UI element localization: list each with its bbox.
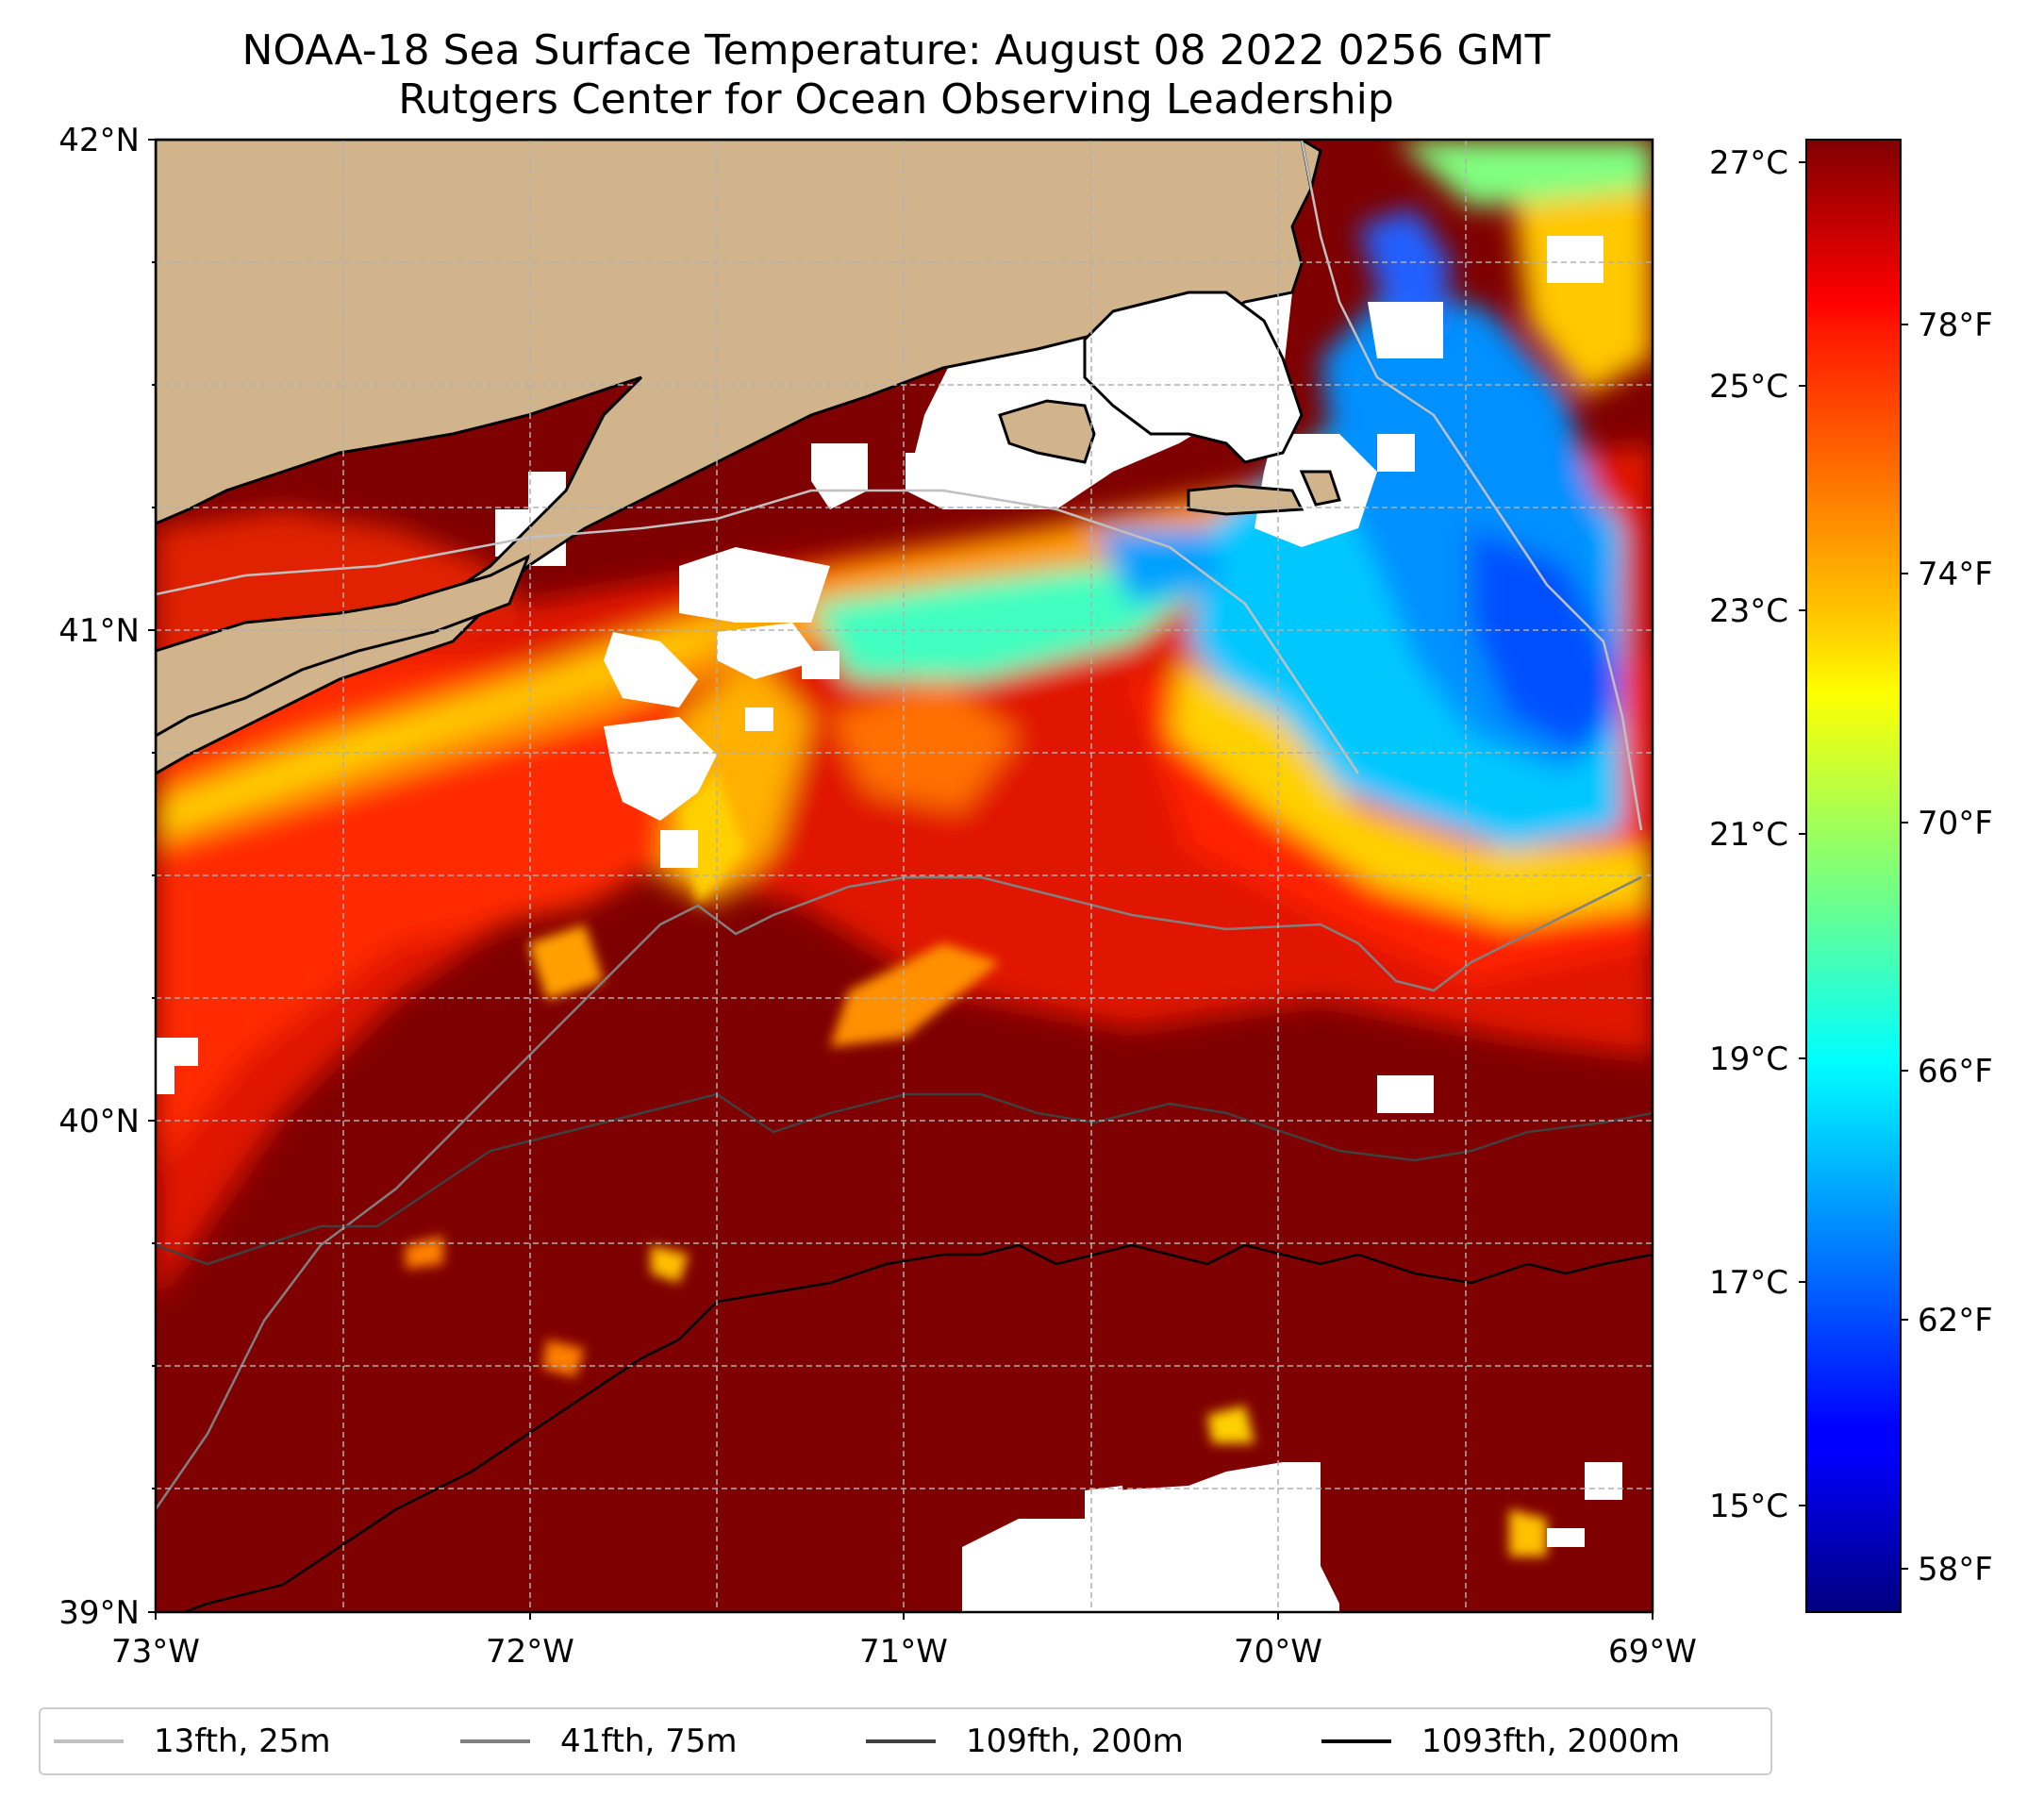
- colorbar-f-74: 74°F: [1918, 556, 1993, 593]
- lon-tick-69: 69°W: [1608, 1633, 1697, 1671]
- legend-item-25m: 13fth, 25m: [54, 1709, 331, 1773]
- colorbar-f-66: 66°F: [1918, 1053, 1993, 1090]
- colorbar-celsius-ticks: [1799, 161, 1806, 1506]
- legend-label: 109fth, 200m: [966, 1722, 1184, 1760]
- legend-item-75m: 41fth, 75m: [460, 1709, 738, 1773]
- lat-tick-marks: [148, 139, 156, 1613]
- legend-swatch: [54, 1739, 124, 1743]
- sst-filaments: [406, 774, 1547, 1556]
- lon-tick-70: 70°W: [1234, 1633, 1322, 1671]
- colorbar-c-23: 23°C: [1709, 592, 1788, 630]
- sst-map: [156, 140, 1653, 1612]
- lon-tick-marks: [155, 1612, 1653, 1620]
- lon-tick-71: 71°W: [859, 1633, 948, 1671]
- lon-tick-73: 73°W: [111, 1633, 200, 1671]
- colorbar-c-15: 15°C: [1709, 1488, 1788, 1525]
- colorbar-f-78: 78°F: [1918, 307, 1993, 344]
- colorbar-c-25: 25°C: [1709, 368, 1788, 406]
- lon-tick-72: 72°W: [486, 1633, 574, 1671]
- bathymetry-contours: [156, 140, 1653, 1612]
- long-island: [156, 553, 531, 738]
- colorbar-c-21: 21°C: [1709, 816, 1788, 854]
- colorbar-fahrenheit-ticks: [1901, 324, 1908, 1570]
- lat-tick-42: 42°N: [58, 122, 140, 159]
- colorbar-c-17: 17°C: [1709, 1264, 1788, 1302]
- lat-tick-40: 40°N: [58, 1103, 140, 1140]
- colorbar-f-62: 62°F: [1918, 1302, 1993, 1339]
- contour-legend: 13fth, 25m 41fth, 75m 109fth, 200m 1093f…: [39, 1707, 1772, 1775]
- legend-item-200m: 109fth, 200m: [866, 1709, 1184, 1773]
- legend-item-2000m: 1093fth, 2000m: [1321, 1709, 1680, 1773]
- legend-swatch: [460, 1739, 530, 1743]
- map-subtitle: Rutgers Center for Ocean Observing Leade…: [398, 75, 1394, 124]
- colorbar-f-70: 70°F: [1918, 805, 1993, 842]
- legend-swatch: [866, 1739, 936, 1743]
- legend-label: 41fth, 75m: [560, 1722, 738, 1760]
- legend-swatch: [1321, 1739, 1391, 1743]
- legend-label: 13fth, 25m: [154, 1722, 331, 1760]
- lat-tick-39: 39°N: [58, 1594, 140, 1632]
- colorbar-c-19: 19°C: [1709, 1040, 1788, 1078]
- map-title: NOAA-18 Sea Surface Temperature: August …: [241, 26, 1551, 75]
- lat-tick-41: 41°N: [58, 612, 140, 650]
- colorbar-f-58: 58°F: [1918, 1551, 1993, 1589]
- colorbar-c-27: 27°C: [1709, 144, 1788, 182]
- colorbar: [1805, 139, 1902, 1613]
- map-gridlines: [156, 140, 1653, 1612]
- legend-label: 1093fth, 2000m: [1421, 1722, 1681, 1760]
